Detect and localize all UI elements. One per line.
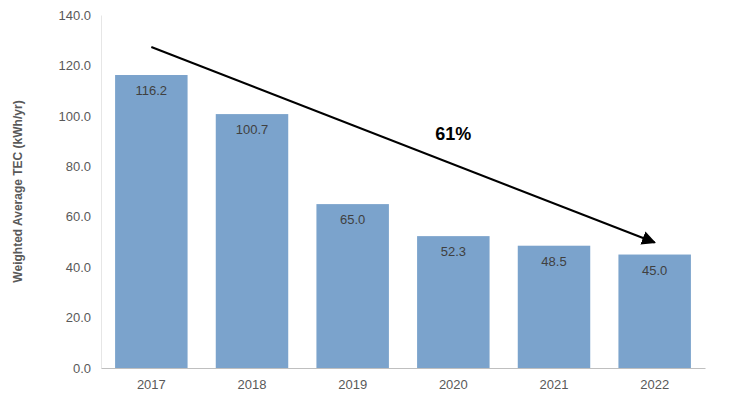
x-tick: 2021 <box>540 368 569 392</box>
y-tick-label: 20.0 <box>66 310 91 325</box>
x-axis-line <box>102 368 706 369</box>
y-tick: 80.0 <box>66 159 101 174</box>
data-label: 52.3 <box>441 244 466 259</box>
x-tick: 2017 <box>137 368 166 392</box>
x-tick: 2022 <box>640 368 669 392</box>
bar <box>417 236 489 368</box>
x-tick-label: 2020 <box>439 377 468 392</box>
annotation: 61% <box>435 124 471 144</box>
y-tick-label: 120.0 <box>58 58 91 73</box>
bar <box>115 75 187 368</box>
x-tick: 2020 <box>439 368 468 392</box>
x-tick-label: 2019 <box>338 377 367 392</box>
data-labels: 116.2 100.7 65.0 52.3 48.5 45.0 <box>136 83 668 278</box>
data-label: 116.2 <box>136 83 168 98</box>
y-tick-label: 60.0 <box>66 209 91 224</box>
y-tick-label: 100.0 <box>58 109 91 124</box>
y-tick-label: 140.0 <box>58 8 91 23</box>
data-label: 100.7 <box>236 122 269 137</box>
x-tick: 2018 <box>238 368 267 392</box>
bar <box>618 255 690 368</box>
y-tick: 140.0 <box>58 8 101 23</box>
x-tick-label: 2017 <box>137 377 166 392</box>
arrow <box>151 47 654 243</box>
y-tick: 60.0 <box>66 209 101 224</box>
y-tick-label: 40.0 <box>66 260 91 275</box>
y-tick-label: 80.0 <box>66 159 91 174</box>
data-label: 45.0 <box>642 263 667 278</box>
y-axis-title: Weighted Average TEC (kWh/yr) <box>11 100 25 282</box>
chart: 0.020.040.060.080.0100.0120.0140.0201720… <box>0 0 734 412</box>
y-tick: 0.0 <box>73 361 101 376</box>
x-tick-label: 2018 <box>238 377 267 392</box>
bar <box>216 114 288 368</box>
data-label: 65.0 <box>340 212 365 227</box>
y-tick: 120.0 <box>58 58 101 73</box>
bars <box>115 75 691 368</box>
x-tick-label: 2021 <box>540 377 569 392</box>
y-axis-line <box>101 16 102 369</box>
bar <box>518 246 590 368</box>
x-tick-label: 2022 <box>640 377 669 392</box>
y-tick-label: 0.0 <box>73 361 91 376</box>
bar <box>316 204 388 368</box>
y-tick: 20.0 <box>66 310 101 325</box>
y-axis: 0.0 20.0 40.0 60.0 80.0 100.0 120.0 140.0 <box>58 8 101 376</box>
x-axis: 2017 2018 2019 2020 2021 2022 <box>102 368 706 392</box>
y-tick: 40.0 <box>66 260 101 275</box>
data-label: 48.5 <box>541 254 566 269</box>
y-tick: 100.0 <box>58 109 101 124</box>
x-tick: 2019 <box>338 368 367 392</box>
